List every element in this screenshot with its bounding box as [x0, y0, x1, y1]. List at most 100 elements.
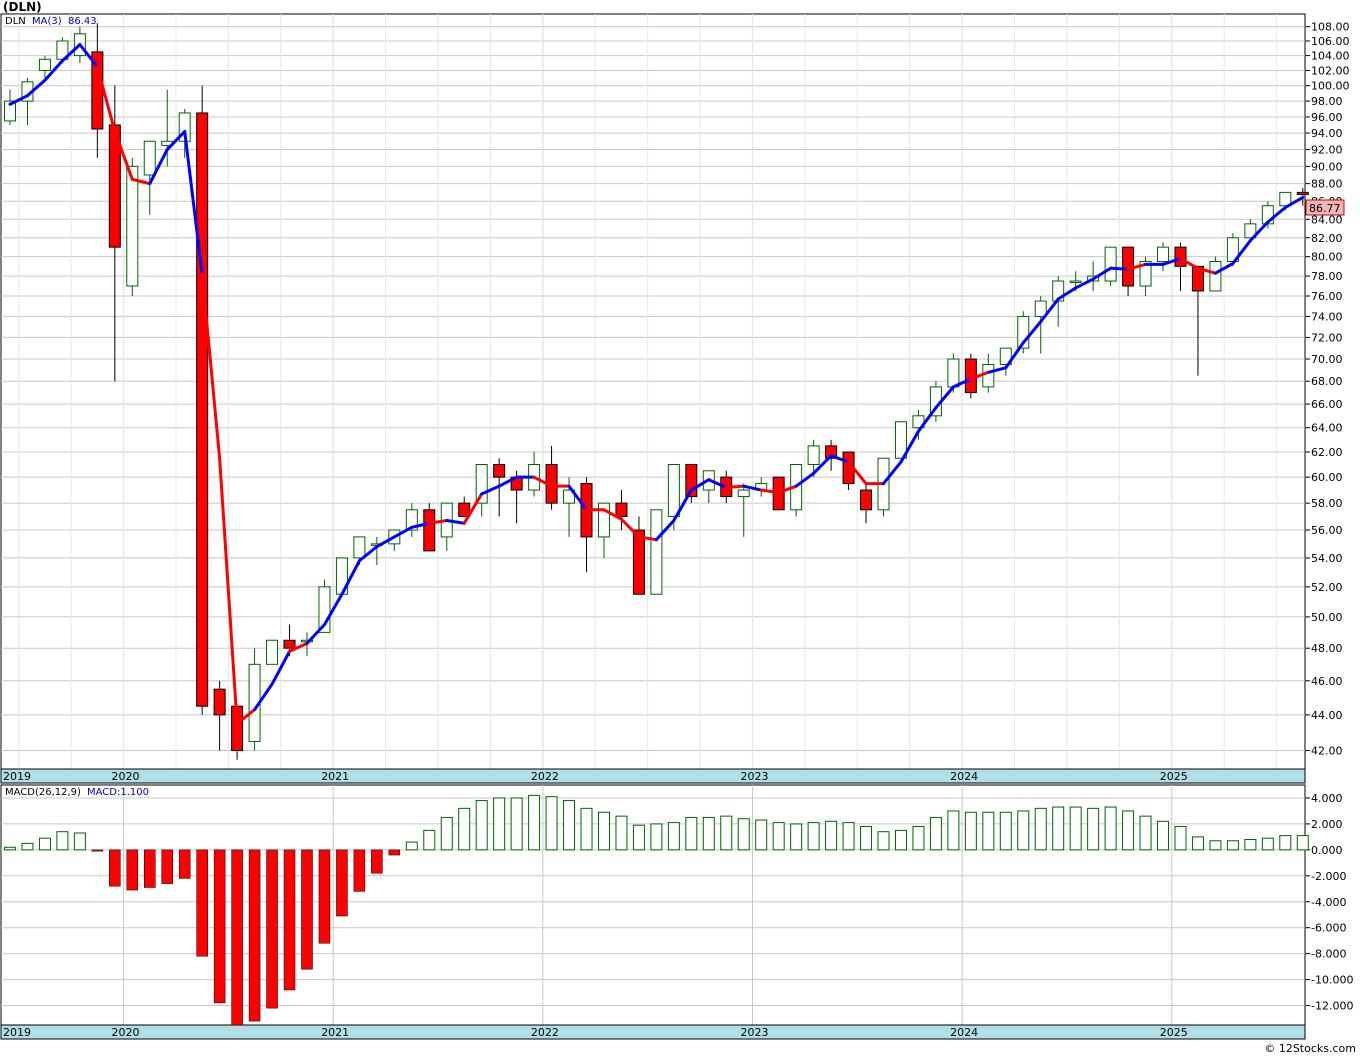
ma-segment — [25, 78, 47, 98]
ma-segment — [1266, 206, 1287, 224]
price-x-label: 2020 — [112, 770, 140, 783]
ma-segment — [322, 592, 344, 627]
macd-bar — [510, 797, 523, 851]
price-y-tick-label: 94.00 — [1311, 127, 1343, 140]
ma-segment — [882, 460, 903, 486]
ma-segment — [1213, 261, 1235, 275]
price-y-tick-label: 102.00 — [1311, 64, 1350, 77]
macd-bar — [1209, 840, 1222, 851]
candle-body — [1279, 191, 1292, 207]
ma-segment — [357, 545, 379, 563]
ma-segment — [410, 521, 431, 529]
ma-segment — [812, 454, 833, 475]
ma-segment — [829, 454, 851, 464]
price-x-label: 2019 — [3, 770, 31, 783]
price-y-tick-label: 76.00 — [1311, 290, 1343, 303]
price-y-tick-label: 104.00 — [1311, 50, 1350, 63]
ma-segment — [847, 460, 868, 486]
macd-bar — [423, 829, 436, 851]
candle-body — [999, 347, 1012, 366]
ma-segment — [480, 484, 501, 496]
candle-body — [947, 358, 960, 388]
macd-bar — [720, 815, 733, 851]
candle-body — [458, 502, 471, 517]
macd-y-tick-label: -12.000 — [1311, 1000, 1353, 1013]
ma-segment — [340, 559, 361, 596]
price-y-tick-label: 100.00 — [1311, 80, 1350, 93]
macd-bar — [807, 822, 820, 851]
ma-segment — [130, 177, 152, 186]
macd-bar — [336, 849, 348, 917]
macd-bar — [597, 811, 610, 851]
last-price-tag: 86.77 — [1305, 199, 1345, 216]
ma-segment — [1161, 257, 1182, 266]
candle-body — [266, 639, 279, 665]
ma-segment — [1248, 220, 1270, 243]
ma-segment — [567, 484, 589, 512]
macd-bar — [126, 849, 139, 891]
ma-segment — [235, 708, 257, 726]
candle-body — [1104, 246, 1117, 282]
ma-segment — [1021, 320, 1043, 345]
price-x-label: 2025 — [1160, 770, 1188, 783]
price-y-tick-label: 106.00 — [1311, 35, 1350, 48]
ma-segment — [672, 488, 693, 523]
price-y-tick-label: 88.00 — [1311, 178, 1343, 191]
ma-segment — [200, 272, 222, 460]
macd-x-label: 2022 — [531, 1026, 559, 1039]
macd-y-tick-label: -10.000 — [1311, 974, 1353, 987]
ma-segment — [1056, 286, 1078, 301]
ma-segment — [1231, 239, 1252, 265]
ma-segment — [288, 641, 309, 653]
candle-body — [108, 124, 121, 248]
ma-segment — [707, 478, 728, 489]
macd-y-tick-label: 2.000 — [1311, 818, 1343, 831]
ma-segment — [427, 519, 449, 525]
ma-segment — [270, 649, 292, 686]
macd-x-label: 2019 — [3, 1026, 31, 1039]
ma-segment — [43, 59, 64, 82]
macd-legend: MACD(26,12,9) MACD:1.100 — [5, 787, 149, 798]
macd-bar — [1139, 815, 1152, 851]
macd-bar — [21, 842, 34, 851]
macd-bar — [650, 823, 663, 851]
price-x-label: 2023 — [740, 770, 768, 783]
ma-segment — [95, 65, 117, 133]
macd-bar — [91, 849, 104, 852]
price-y-tick-label: 66.00 — [1311, 398, 1343, 411]
ma-segment — [794, 471, 816, 488]
ma-segment — [724, 484, 746, 489]
ma-segment — [934, 385, 955, 410]
macd-bar — [580, 807, 593, 851]
ma-segment — [951, 377, 973, 389]
ma-segment — [113, 129, 134, 181]
candle-body — [126, 165, 139, 287]
macd-bar — [825, 820, 838, 851]
macd-bar — [493, 797, 506, 851]
ma-segment — [392, 525, 414, 539]
price-grid — [1, 14, 1305, 769]
macd-y-tick-label: 0.000 — [1311, 844, 1343, 857]
macd-bar — [999, 811, 1012, 851]
candle-body — [894, 421, 907, 459]
candle-body — [825, 445, 838, 459]
macd-legend-label: MACD(26,12,9) — [5, 787, 81, 798]
macd-bar — [615, 815, 628, 851]
ma-segment — [1074, 277, 1095, 290]
macd-bar — [73, 832, 86, 851]
price-y-tick-label: 108.00 — [1311, 21, 1350, 34]
candle-body — [4, 100, 16, 122]
macd-y-tick-label: -2.000 — [1311, 870, 1346, 883]
ma-line — [8, 43, 1305, 726]
price-y-tick-label: 44.00 — [1311, 709, 1343, 722]
price-x-label: 2021 — [321, 770, 349, 783]
macd-bar — [4, 846, 16, 851]
ma-segment — [305, 623, 326, 645]
ma-segment — [986, 366, 1008, 374]
macd-x-label: 2024 — [950, 1026, 978, 1039]
price-y-tick-label: 90.00 — [1311, 160, 1343, 173]
candle-body — [196, 112, 209, 707]
ma-segment — [218, 456, 239, 726]
macd-bar — [301, 849, 313, 970]
